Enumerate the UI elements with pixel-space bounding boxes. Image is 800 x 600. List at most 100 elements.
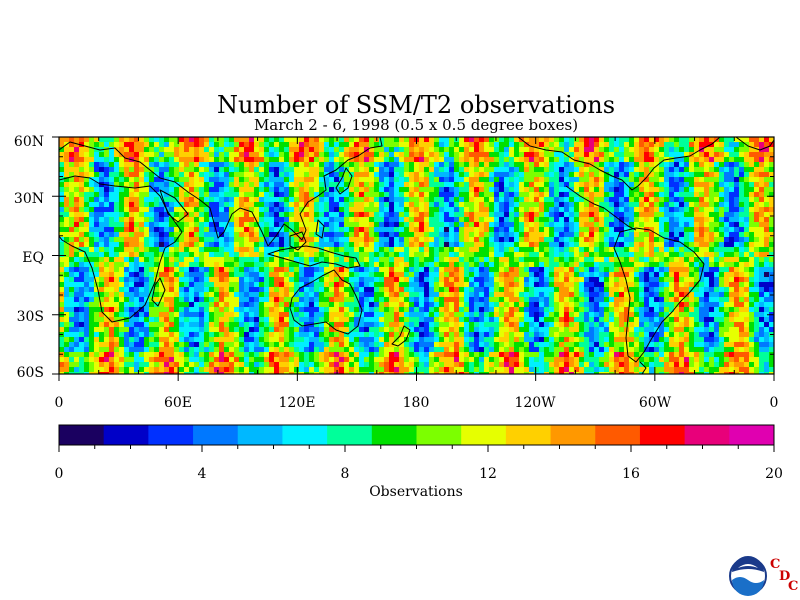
field-cell xyxy=(384,287,389,292)
field-cell xyxy=(304,142,309,147)
field-cell xyxy=(509,182,514,187)
field-cell xyxy=(589,197,594,202)
field-cell xyxy=(429,302,434,307)
field-cell xyxy=(209,207,214,212)
field-cell xyxy=(169,292,174,297)
field-cell xyxy=(149,162,154,167)
field-cell xyxy=(344,287,349,292)
field-cell xyxy=(684,272,689,277)
field-cell xyxy=(574,272,579,277)
field-cell xyxy=(329,197,334,202)
field-cell xyxy=(744,202,749,207)
field-cell xyxy=(294,142,299,147)
field-cell xyxy=(184,267,189,272)
field-cell xyxy=(554,267,559,272)
field-cell xyxy=(109,287,114,292)
field-cell xyxy=(644,287,649,292)
field-cell xyxy=(459,212,464,217)
field-cell xyxy=(124,202,129,207)
field-cell xyxy=(634,267,639,272)
field-cell xyxy=(714,252,719,257)
field-cell xyxy=(414,192,419,197)
field-cell xyxy=(254,202,259,207)
field-cell xyxy=(694,212,699,217)
field-cell xyxy=(659,247,664,252)
field-cell xyxy=(204,147,209,152)
field-cell xyxy=(509,232,514,237)
field-cell xyxy=(99,302,104,307)
field-cell xyxy=(119,292,124,297)
field-cell xyxy=(89,142,94,147)
field-cell xyxy=(279,137,284,142)
field-cell xyxy=(609,167,614,172)
field-cell xyxy=(449,217,454,222)
field-cell xyxy=(99,287,104,292)
field-cell xyxy=(104,287,109,292)
field-cell xyxy=(554,142,559,147)
field-cell xyxy=(259,307,264,312)
field-cell xyxy=(554,167,559,172)
field-cell xyxy=(199,222,204,227)
field-cell xyxy=(599,277,604,282)
field-cell xyxy=(319,182,324,187)
field-cell xyxy=(179,167,184,172)
field-cell xyxy=(84,237,89,242)
field-cell xyxy=(754,137,759,142)
field-cell xyxy=(634,222,639,227)
field-cell xyxy=(499,272,504,277)
field-cell xyxy=(444,197,449,202)
field-cell xyxy=(309,282,314,287)
field-cell xyxy=(84,187,89,192)
field-cell xyxy=(524,207,529,212)
field-cell xyxy=(394,182,399,187)
field-cell xyxy=(389,247,394,252)
field-cell xyxy=(79,212,84,217)
field-cell xyxy=(259,297,264,302)
field-cell xyxy=(179,222,184,227)
field-cell xyxy=(664,137,669,142)
field-cell xyxy=(59,222,64,227)
field-cell xyxy=(219,267,224,272)
field-cell xyxy=(589,252,594,257)
field-cell xyxy=(714,207,719,212)
field-cell xyxy=(519,252,524,257)
field-cell xyxy=(684,252,689,257)
field-cell xyxy=(254,177,259,182)
field-cell xyxy=(184,137,189,142)
field-cell xyxy=(269,292,274,297)
field-cell xyxy=(509,267,514,272)
field-cell xyxy=(339,207,344,212)
field-cell xyxy=(654,187,659,192)
field-cell xyxy=(569,302,574,307)
field-cell xyxy=(324,187,329,192)
field-cell xyxy=(69,162,74,167)
field-cell xyxy=(684,242,689,247)
field-cell xyxy=(474,227,479,232)
field-cell xyxy=(679,292,684,297)
field-cell xyxy=(319,162,324,167)
field-cell xyxy=(374,282,379,287)
field-cell xyxy=(739,242,744,247)
field-cell xyxy=(369,152,374,157)
field-cell xyxy=(59,137,64,142)
field-cell xyxy=(719,152,724,157)
field-cell xyxy=(274,212,279,217)
field-cell xyxy=(749,272,754,277)
field-cell xyxy=(199,277,204,282)
field-cell xyxy=(534,307,539,312)
field-cell xyxy=(259,182,264,187)
field-cell xyxy=(529,202,534,207)
field-cell xyxy=(344,197,349,202)
field-cell xyxy=(269,137,274,142)
field-cell xyxy=(129,172,134,177)
field-cell xyxy=(429,247,434,252)
field-cell xyxy=(149,257,154,262)
field-cell xyxy=(469,172,474,177)
field-cell xyxy=(319,287,324,292)
field-cell xyxy=(614,157,619,162)
field-cell xyxy=(364,297,369,302)
field-cell xyxy=(599,237,604,242)
field-cell xyxy=(104,237,109,242)
field-cell xyxy=(209,267,214,272)
field-cell xyxy=(409,222,414,227)
